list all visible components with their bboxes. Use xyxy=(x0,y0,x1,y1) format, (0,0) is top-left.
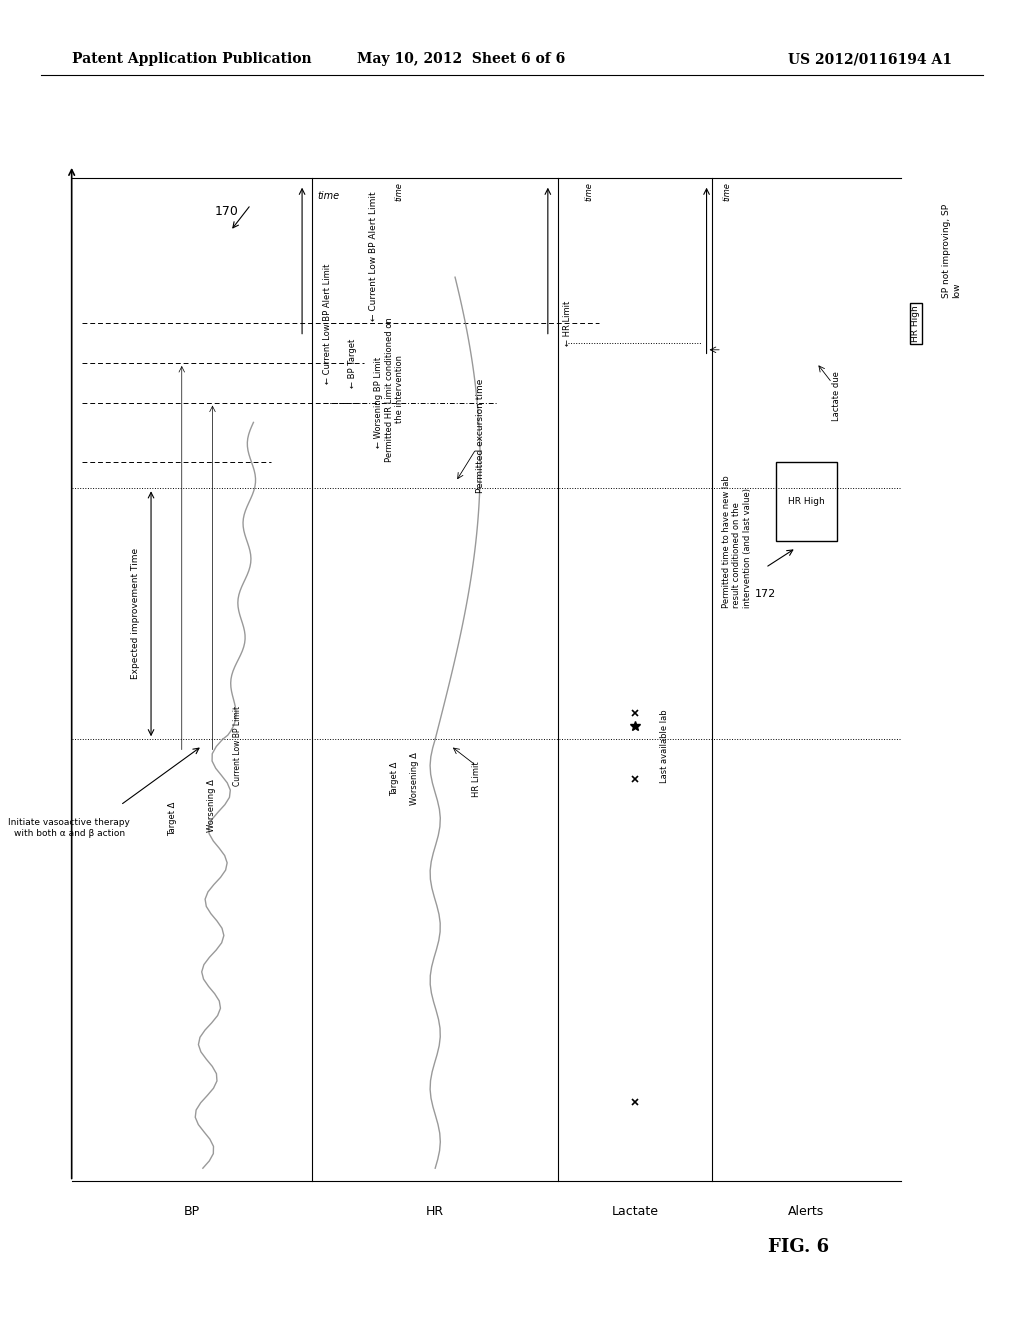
Text: Permitted excursion time: Permitted excursion time xyxy=(476,379,485,492)
Text: time: time xyxy=(585,182,593,201)
Text: ← HR Limit: ← HR Limit xyxy=(563,301,572,346)
Text: Patent Application Publication: Patent Application Publication xyxy=(72,53,311,66)
Bar xyxy=(776,462,837,541)
Text: Permitted HR Limit conditioned on
the intervention: Permitted HR Limit conditioned on the in… xyxy=(385,317,403,462)
Text: BP: BP xyxy=(184,1205,200,1218)
Text: ← Current Low BP Alert Limit: ← Current Low BP Alert Limit xyxy=(323,263,332,384)
Text: HR: HR xyxy=(426,1205,444,1218)
Text: time: time xyxy=(395,182,403,201)
Text: ← Worsening BP Limit: ← Worsening BP Limit xyxy=(374,356,383,449)
Text: Permitted time to have new lab
result conditioned on the
intervention (and last : Permitted time to have new lab result co… xyxy=(722,475,752,607)
Text: time: time xyxy=(723,182,731,201)
Text: HR Limit: HR Limit xyxy=(472,762,480,796)
Text: ← BP Target: ← BP Target xyxy=(348,338,357,388)
Text: ← Current Low BP Alert Limit: ← Current Low BP Alert Limit xyxy=(369,191,378,321)
Text: Expected improvement Time: Expected improvement Time xyxy=(131,548,140,680)
Text: HR High: HR High xyxy=(788,498,824,506)
Text: Current Low BP Limit: Current Low BP Limit xyxy=(233,706,242,785)
Text: HR High: HR High xyxy=(911,305,921,342)
Text: Initiate vasoactive therapy
with both α and β action: Initiate vasoactive therapy with both α … xyxy=(8,818,130,838)
Text: 172: 172 xyxy=(755,589,776,599)
Text: Lactate: Lactate xyxy=(611,1205,658,1218)
Text: time: time xyxy=(317,191,340,202)
Text: 170: 170 xyxy=(215,205,239,218)
Text: Lactate due: Lactate due xyxy=(831,371,841,421)
Text: Last available lab: Last available lab xyxy=(660,709,670,783)
Text: Worsening Δ: Worsening Δ xyxy=(411,752,419,805)
Text: US 2012/0116194 A1: US 2012/0116194 A1 xyxy=(788,53,952,66)
Text: FIG. 6: FIG. 6 xyxy=(768,1238,829,1257)
Text: May 10, 2012  Sheet 6 of 6: May 10, 2012 Sheet 6 of 6 xyxy=(356,53,565,66)
Text: Worsening Δ: Worsening Δ xyxy=(207,779,216,832)
Text: SP not improving, SP
low: SP not improving, SP low xyxy=(942,203,962,298)
Text: Target Δ: Target Δ xyxy=(390,762,398,796)
Text: Target Δ: Target Δ xyxy=(168,801,176,836)
Text: Alerts: Alerts xyxy=(788,1205,824,1218)
